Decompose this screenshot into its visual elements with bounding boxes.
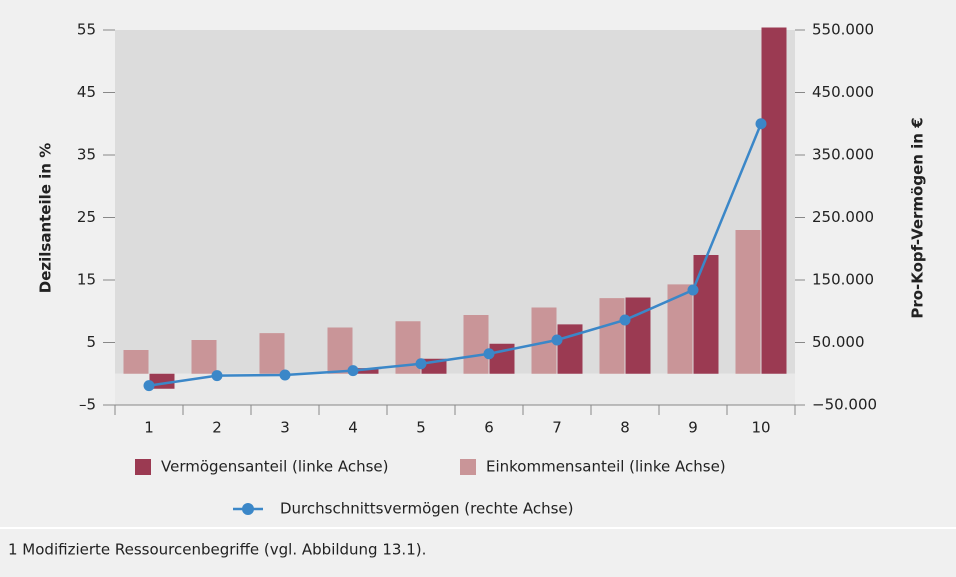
legend-swatch [135,459,151,475]
bar [735,230,761,374]
bar [761,27,787,374]
bar [123,350,149,374]
y-tick-label: –5 [79,396,96,414]
plot-area-negative [115,373,795,405]
legend-swatch [460,459,476,475]
y-tick-label: 55 [77,21,96,39]
point [143,380,155,392]
point [279,369,291,381]
point [619,314,631,326]
legend-label: Vermögensanteil (linke Achse) [161,458,389,476]
y2-tick-label: 250.000 [812,208,874,226]
y-tick-label: 15 [77,271,96,289]
y-tick-label: 25 [77,208,96,226]
y-axis-label: Dezilsanteile in % [37,143,55,293]
bar [693,255,719,374]
y2-tick-label: 450.000 [812,83,874,101]
x-tick-label: 5 [416,419,426,437]
point [755,118,767,130]
x-tick-label: 9 [688,419,698,437]
legend-label: Durchschnittsvermögen (rechte Achse) [280,500,574,518]
point [211,370,223,382]
bar [625,297,651,374]
y2-tick-label: 550.000 [812,21,874,39]
bar [353,368,379,374]
x-tick-label: 8 [620,419,630,437]
x-tick-label: 6 [484,419,494,437]
y-tick-label: 35 [77,146,96,164]
y2-tick-label: 50.000 [812,333,865,351]
bar [599,298,625,374]
point [347,365,359,377]
plot-area [115,30,795,374]
bar [327,327,353,374]
x-tick-label: 10 [751,419,770,437]
x-tick-label: 4 [348,419,358,437]
point [415,358,427,370]
bar [259,333,285,374]
y2-axis-label: Pro-Kopf-Vermögen in € [909,117,927,318]
point [483,348,495,360]
legend-label: Einkommensanteil (linke Achse) [486,458,726,476]
x-tick-label: 3 [280,419,290,437]
point [687,284,699,296]
point [551,334,563,346]
footnote: 1 Modifizierte Ressourcenbegriffe (vgl. … [8,541,426,559]
bar [667,284,693,374]
y2-tick-label: 350.000 [812,146,874,164]
y2-tick-label: −50.000 [812,396,877,414]
x-tick-label: 2 [212,419,222,437]
y-tick-label: 45 [77,83,96,101]
bar [463,315,489,374]
legend-marker [242,503,254,515]
bar [557,324,583,374]
bar [191,340,217,374]
y-tick-label: 5 [86,333,96,351]
line [148,123,763,387]
y2-tick-label: 150.000 [812,271,874,289]
x-tick-label: 7 [552,419,562,437]
x-tick-label: 1 [144,419,154,437]
